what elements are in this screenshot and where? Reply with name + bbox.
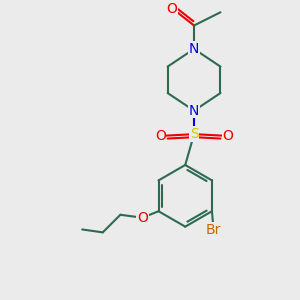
- Text: O: O: [155, 129, 166, 142]
- Text: N: N: [189, 42, 199, 56]
- Text: N: N: [189, 104, 199, 118]
- Text: S: S: [190, 127, 198, 141]
- Text: O: O: [137, 211, 148, 225]
- Text: O: O: [167, 2, 178, 16]
- Text: O: O: [222, 129, 233, 142]
- Text: Br: Br: [206, 223, 221, 237]
